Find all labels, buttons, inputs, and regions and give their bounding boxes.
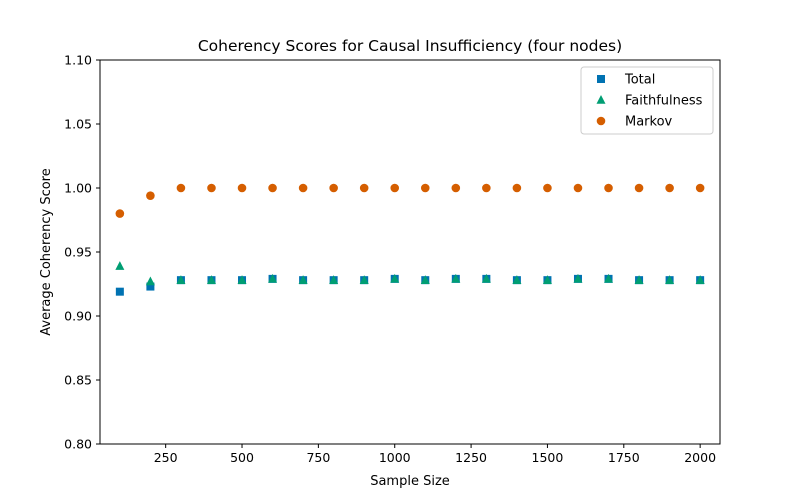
legend-frame — [580, 66, 714, 135]
x-axis: 250 500 750 1000 1250 1500 1750 2000 — [154, 444, 716, 465]
faithfulness-point — [420, 275, 430, 284]
markov-point — [329, 183, 338, 193]
faithfulness-point — [695, 275, 705, 284]
markov-point — [420, 183, 430, 193]
faithfulness-point — [634, 275, 644, 284]
y-tick-label: 1.10 — [64, 53, 92, 68]
series-faithfulness — [115, 261, 705, 286]
faithfulness-point — [390, 273, 400, 283]
faithfulness-point — [145, 276, 155, 286]
faithfulness-point — [206, 275, 216, 284]
faithfulness-point — [329, 275, 339, 284]
x-tick-label: 750 — [306, 450, 330, 465]
x-tick-label: 1000 — [379, 450, 411, 465]
y-tick-label: 0.95 — [64, 245, 92, 260]
y-tick-label: 0.85 — [64, 373, 92, 388]
y-tick-label: 1.00 — [64, 181, 92, 196]
faithfulness-point — [542, 275, 552, 284]
markov-point — [573, 183, 583, 193]
markov-point — [176, 183, 186, 193]
legend-label-markov: Markov — [625, 115, 673, 130]
markov-point — [115, 209, 125, 218]
x-tick-label: 1500 — [532, 450, 564, 465]
total-point — [146, 282, 155, 291]
markov-point — [695, 183, 705, 193]
markov-point — [512, 183, 522, 193]
faithfulness-point — [481, 273, 491, 283]
legend-label-faithfulness: Faithfulness — [625, 94, 703, 109]
faithfulness-point — [268, 273, 278, 283]
markov-point — [207, 183, 216, 193]
markov-point — [268, 183, 277, 193]
faithfulness-point — [451, 273, 461, 283]
markov-point — [298, 183, 308, 193]
faithfulness-point — [665, 275, 675, 284]
faithfulness-point — [604, 273, 614, 283]
markov-point — [146, 191, 155, 200]
x-axis-label: Sample Size — [370, 474, 450, 489]
faithfulness-point — [359, 275, 369, 284]
series-markov — [115, 183, 705, 218]
legend-marker-markov — [596, 116, 606, 126]
faithfulness-point — [573, 273, 583, 283]
markov-point — [359, 183, 369, 193]
y-tick-label: 0.80 — [64, 437, 92, 452]
markov-point — [634, 183, 644, 193]
legend: Total Faithfulness Markov — [580, 66, 714, 135]
faithfulness-point — [298, 275, 308, 284]
legend-marker-faithfulness — [596, 95, 606, 104]
markov-point — [665, 183, 674, 193]
faithfulness-point — [176, 275, 186, 284]
x-tick-label: 1750 — [608, 450, 640, 465]
markov-point — [237, 183, 247, 193]
y-axis-label: Average Coherency Score — [39, 168, 54, 335]
markov-point — [390, 183, 400, 193]
series-layer — [115, 183, 705, 296]
total-point — [115, 287, 124, 296]
y-axis: 0.80 0.85 0.90 0.95 1.00 1.05 1.10 — [64, 53, 100, 452]
faithfulness-point — [115, 261, 125, 270]
legend-label-total: Total — [624, 73, 655, 88]
legend-marker-total — [597, 75, 605, 83]
faithfulness-point — [237, 275, 247, 284]
x-tick-label: 1250 — [455, 450, 487, 465]
x-tick-label: 500 — [230, 450, 254, 465]
markov-point — [543, 183, 552, 193]
faithfulness-point — [512, 275, 522, 284]
markov-point — [604, 183, 613, 193]
y-tick-label: 1.05 — [64, 117, 92, 132]
y-tick-label: 0.90 — [64, 309, 92, 324]
x-tick-label: 250 — [154, 450, 178, 465]
x-tick-label: 2000 — [684, 450, 716, 465]
markov-point — [482, 183, 491, 193]
markov-point — [451, 183, 461, 193]
chart-title: Coherency Scores for Causal Insufficienc… — [198, 37, 622, 55]
